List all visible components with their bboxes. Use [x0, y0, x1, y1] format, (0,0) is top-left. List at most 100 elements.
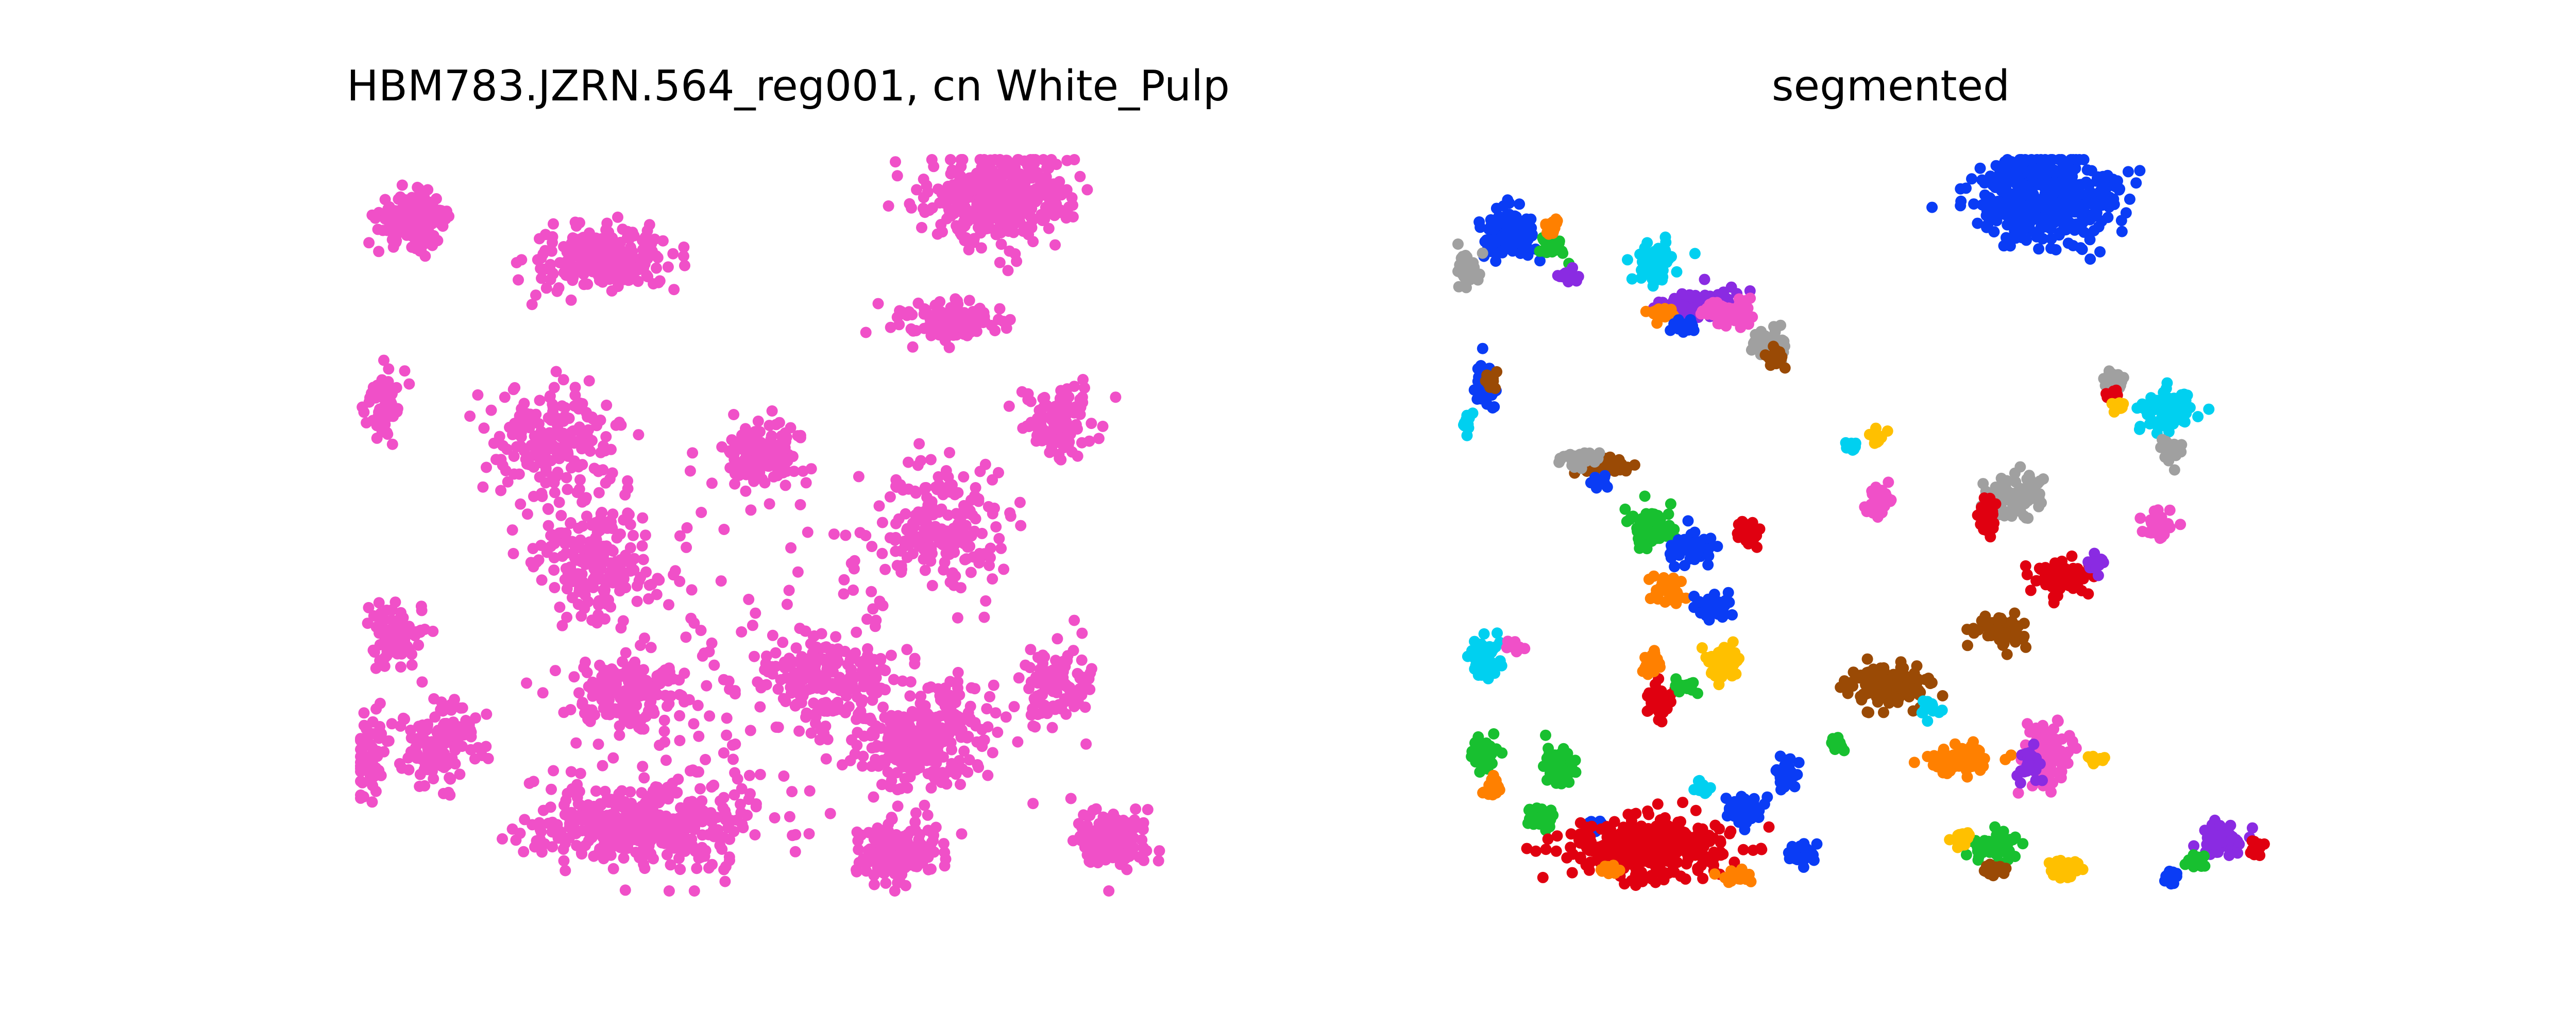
- data-point: [952, 666, 964, 678]
- data-point: [679, 260, 690, 271]
- data-point: [575, 847, 587, 859]
- data-point: [922, 682, 934, 694]
- data-point: [928, 161, 940, 173]
- data-point: [593, 465, 605, 476]
- data-point: [979, 315, 991, 327]
- data-point: [958, 745, 970, 757]
- data-point: [1005, 190, 1016, 202]
- data-point: [481, 708, 493, 720]
- data-point: [860, 327, 872, 338]
- data-point: [736, 783, 748, 795]
- data-point: [586, 435, 598, 447]
- data-point: [800, 477, 812, 489]
- data-point: [980, 209, 992, 220]
- data-point: [675, 802, 686, 814]
- data-point: [583, 375, 595, 387]
- data-point: [1077, 825, 1089, 836]
- data-point: [502, 476, 514, 488]
- data-point: [591, 242, 603, 254]
- data-point: [789, 700, 801, 712]
- data-point: [820, 699, 832, 711]
- data-point: [703, 862, 715, 874]
- data-point: [1636, 256, 1648, 268]
- data-point: [547, 816, 558, 828]
- data-point: [876, 663, 888, 675]
- data-point: [1570, 454, 1582, 465]
- data-point: [916, 718, 928, 730]
- data-point: [963, 295, 975, 306]
- data-point: [743, 769, 755, 781]
- data-point: [2077, 217, 2089, 229]
- data-point: [1087, 804, 1099, 816]
- data-point: [617, 224, 629, 235]
- data-point: [1648, 307, 1659, 319]
- data-point: [454, 768, 466, 780]
- data-point: [507, 547, 519, 559]
- data-point: [1138, 817, 1149, 829]
- data-point: [650, 688, 662, 699]
- data-point: [958, 215, 970, 227]
- data-point: [872, 298, 884, 310]
- data-point: [982, 769, 994, 781]
- data-point: [863, 827, 875, 838]
- data-point: [867, 603, 879, 615]
- data-point: [673, 834, 685, 846]
- data-point: [373, 597, 385, 609]
- data-point: [2115, 215, 2127, 227]
- data-point: [926, 202, 938, 214]
- data-point: [506, 823, 518, 835]
- data-point: [654, 275, 666, 287]
- data-point: [892, 784, 903, 796]
- data-point: [530, 289, 541, 301]
- data-point: [569, 543, 581, 555]
- data-point: [369, 750, 381, 762]
- data-point: [922, 186, 934, 198]
- data-point: [988, 679, 999, 691]
- data-point: [1015, 520, 1027, 531]
- data-point: [925, 728, 937, 740]
- data-point: [508, 468, 520, 480]
- data-point: [884, 532, 896, 544]
- data-point: [395, 661, 406, 673]
- data-point: [1456, 252, 1468, 264]
- data-point: [2004, 240, 2016, 252]
- data-point: [573, 522, 584, 534]
- data-point: [419, 250, 431, 262]
- data-point: [661, 849, 673, 861]
- data-point: [1966, 173, 1977, 185]
- data-point: [907, 325, 919, 337]
- data-point: [864, 843, 876, 855]
- data-point: [514, 410, 526, 422]
- data-point: [628, 564, 640, 576]
- data-point: [2066, 222, 2078, 234]
- data-point: [880, 877, 892, 889]
- data-point: [995, 542, 1007, 554]
- data-point: [1926, 201, 1938, 213]
- data-point: [659, 736, 671, 748]
- data-point: [2086, 165, 2097, 177]
- data-point: [879, 684, 891, 696]
- data-point: [449, 758, 461, 770]
- data-point: [1121, 864, 1133, 876]
- data-point: [516, 254, 528, 266]
- data-point: [595, 798, 606, 810]
- data-point: [599, 584, 611, 596]
- data-point: [735, 798, 746, 810]
- data-point: [910, 807, 922, 819]
- data-point: [439, 755, 451, 767]
- data-point: [2098, 188, 2110, 200]
- data-point: [628, 690, 639, 701]
- data-point: [846, 734, 857, 746]
- data-point: [621, 823, 633, 835]
- data-point: [1110, 391, 1122, 403]
- data-point: [958, 471, 970, 483]
- data-point: [1018, 226, 1029, 237]
- data-point: [565, 462, 577, 474]
- data-point: [374, 697, 386, 709]
- data-point: [1083, 435, 1095, 447]
- data-point: [781, 465, 793, 477]
- data-point: [1030, 183, 1042, 195]
- data-point: [2055, 167, 2067, 179]
- data-point: [581, 510, 592, 522]
